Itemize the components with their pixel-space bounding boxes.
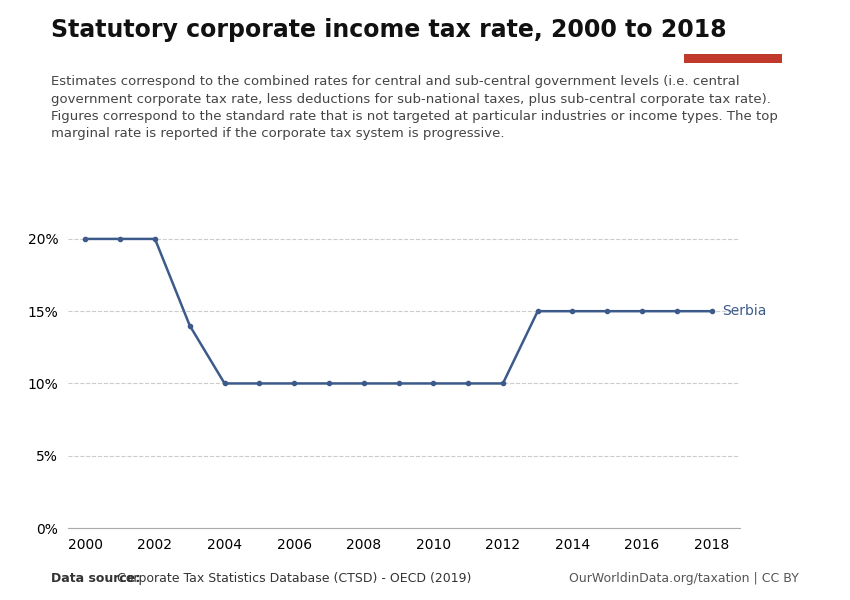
- Text: OurWorldinData.org/taxation | CC BY: OurWorldinData.org/taxation | CC BY: [570, 572, 799, 585]
- Text: Data source:: Data source:: [51, 572, 144, 585]
- Text: Statutory corporate income tax rate, 2000 to 2018: Statutory corporate income tax rate, 200…: [51, 18, 727, 42]
- Text: Our World: Our World: [701, 23, 765, 32]
- Text: in Data: in Data: [711, 40, 756, 49]
- Text: Serbia: Serbia: [722, 304, 767, 318]
- Bar: [684, 54, 782, 63]
- Text: Estimates correspond to the combined rates for central and sub-central governmen: Estimates correspond to the combined rat…: [51, 75, 778, 140]
- Text: Corporate Tax Statistics Database (CTSD) - OECD (2019): Corporate Tax Statistics Database (CTSD)…: [117, 572, 472, 585]
